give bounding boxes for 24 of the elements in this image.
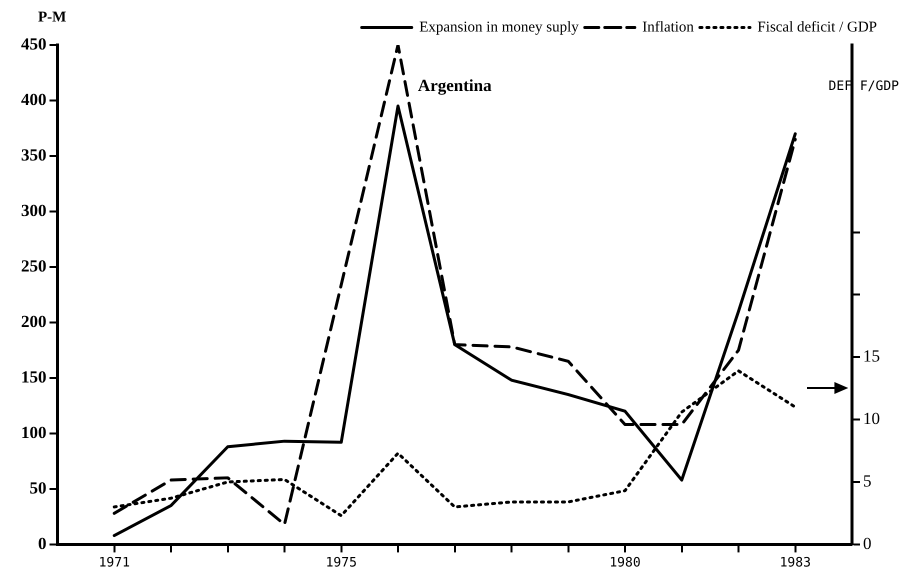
text: Argentina: [418, 76, 492, 95]
y2-tick-label: 0: [863, 534, 872, 553]
y-axis-title: P-M: [38, 9, 66, 26]
y2-axis-title: DEF F/GDP: [828, 78, 900, 94]
x-tick-label: 1975: [326, 556, 357, 571]
y2-tick-label: 10: [863, 409, 880, 428]
y-tick-label: 250: [21, 256, 46, 276]
y-tick-label: 150: [21, 367, 46, 386]
y-tick-label: 450: [21, 34, 46, 54]
y-tick-label: 350: [21, 145, 46, 164]
y-tick-label: 400: [21, 90, 46, 109]
y2-tick-label: 5: [863, 471, 872, 490]
legend-label: Inflation: [642, 19, 694, 36]
x-tick-label: 1983: [780, 556, 811, 571]
y-tick-label: 0: [38, 534, 46, 553]
y-tick-label: 300: [21, 200, 46, 220]
y-tick-label: 200: [21, 312, 46, 331]
y-tick-label: 100: [21, 422, 46, 442]
legend-label: Fiscal deficit / GDP: [757, 19, 878, 36]
x-tick-label: 1971: [98, 556, 130, 571]
y2-tick-label: 15: [863, 346, 880, 366]
y-tick-label: 50: [30, 478, 46, 498]
legend-label: Expansion in money suply: [419, 19, 580, 36]
x-tick-label: 1980: [609, 556, 641, 571]
